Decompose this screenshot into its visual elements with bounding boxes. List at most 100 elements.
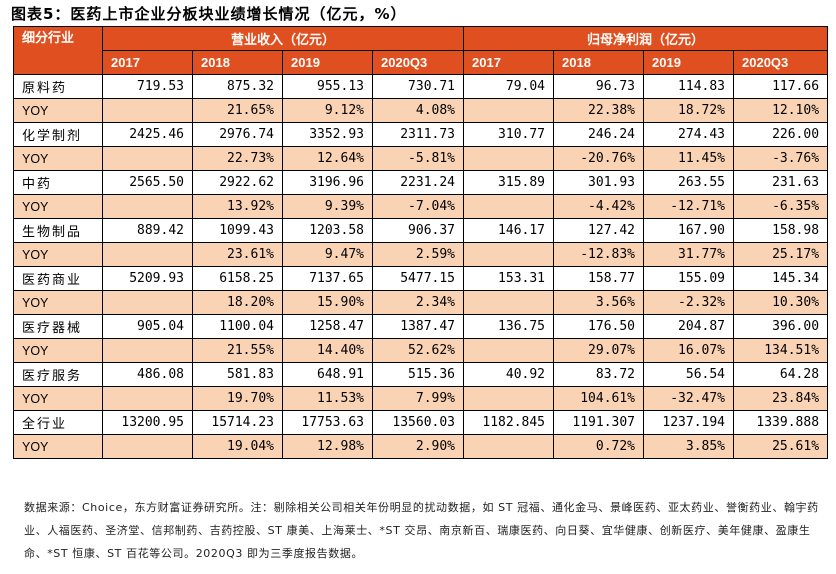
table-cell: 12.98% — [282, 434, 373, 459]
table-cell: 153.31 — [463, 266, 555, 291]
table-cell: 1339.888 — [733, 410, 829, 435]
table-cell: 955.13 — [282, 74, 373, 99]
header-group-net-profit: 归母净利润（亿元） — [463, 26, 829, 51]
table-cell — [102, 290, 193, 315]
table-cell: 1099.43 — [192, 218, 283, 243]
table-cell: 263.55 — [643, 170, 735, 195]
table-cell: 158.77 — [553, 266, 645, 291]
table-cell: 246.24 — [553, 122, 645, 147]
table-cell: 5477.15 — [371, 266, 465, 291]
table-cell: -2.32% — [643, 290, 735, 315]
table-cell: 12.64% — [282, 146, 373, 171]
table-cell: 23.61% — [192, 242, 283, 267]
header-row-years: 2017 2018 2019 2020Q3 2017 2018 2019 202… — [14, 50, 829, 75]
table-cell: -32.47% — [643, 386, 735, 411]
header-sector: 细分行业 — [13, 26, 103, 75]
table-cell: 15.90% — [282, 290, 373, 315]
table-cell: 3352.93 — [282, 122, 373, 147]
header-year: 2020Q3 — [371, 50, 465, 75]
table-row: 医疗服务 486.08 581.83 648.91 515.36 40.92 83.72 56… — [13, 362, 829, 387]
table-cell: 5209.93 — [102, 266, 193, 291]
table-cell: 396.00 — [733, 314, 829, 339]
table-cell: 14.40% — [282, 338, 373, 363]
header-year: 2018 — [192, 50, 283, 75]
table-cell: 2.34% — [371, 290, 465, 315]
table-cell: 515.36 — [371, 362, 465, 387]
table-cell: 134.51% — [733, 338, 829, 363]
table-row-yoy: YOY 22.73% 12.64% -5.81% -20.76% 11.45% -3.76% — [13, 146, 829, 171]
table-cell — [102, 194, 193, 219]
sector-growth-table: 细分行业 营业收入（亿元） 归母净利润（亿元） 2017 2018 2019 2… — [13, 26, 829, 459]
table-cell: 231.63 — [733, 170, 829, 195]
table-cell — [463, 146, 555, 171]
table-cell: 96.73 — [553, 74, 645, 99]
table-row-yoy: YOY 21.55% 14.40% 52.62% 29.07% 16.07% 134.51% — [13, 338, 829, 363]
table-cell: 648.91 — [282, 362, 373, 387]
table-cell — [463, 290, 555, 315]
table-row: 生物制品 889.42 1099.43 1203.58 906.37 146.17 127.… — [13, 218, 829, 243]
table-cell: 104.61% — [553, 386, 645, 411]
source-note: 数据来源：Choice，东方财富证券研究所。注：剔除相关公司相关年份明显的扰动数… — [24, 501, 819, 560]
table-cell — [102, 434, 193, 459]
table-cell: 19.04% — [192, 434, 283, 459]
table-cell: 2231.24 — [371, 170, 465, 195]
table-cell: -12.83% — [553, 242, 645, 267]
table-cell — [102, 386, 193, 411]
table-cell: 2311.73 — [371, 122, 465, 147]
table-cell: 136.75 — [463, 314, 555, 339]
table-cell: 204.87 — [643, 314, 735, 339]
table-cell — [463, 338, 555, 363]
table-cell: 19.70% — [192, 386, 283, 411]
table-cell: 155.09 — [643, 266, 735, 291]
table-cell: 158.98 — [733, 218, 829, 243]
row-label: YOY — [13, 194, 103, 219]
table-cell: 40.92 — [463, 362, 555, 387]
table-row-yoy: YOY 19.70% 11.53% 7.99% 104.61% -32.47% 23.84% — [13, 386, 829, 411]
header-year: 2018 — [553, 50, 645, 75]
row-label: 全行业 — [13, 410, 103, 435]
table-cell: 7.99% — [371, 386, 465, 411]
table-cell: 905.04 — [102, 314, 193, 339]
table-cell: -5.81% — [371, 146, 465, 171]
table-cell: 25.61% — [733, 434, 829, 459]
row-label: 医疗服务 — [13, 362, 103, 387]
row-label: YOY — [13, 338, 103, 363]
table-cell: 4.08% — [371, 98, 465, 123]
table-cell: 145.34 — [733, 266, 829, 291]
table-cell: 83.72 — [553, 362, 645, 387]
table-cell: 21.55% — [192, 338, 283, 363]
header-year: 2019 — [282, 50, 373, 75]
table-cell: 52.62% — [371, 338, 465, 363]
table-cell: -6.35% — [733, 194, 829, 219]
table-row-yoy: YOY 18.20% 15.90% 2.34% 3.56% -2.32% 10.30% — [13, 290, 829, 315]
table-cell: 176.50 — [553, 314, 645, 339]
table-cell: 22.38% — [553, 98, 645, 123]
table-row-yoy: YOY 19.04% 12.98% 2.90% 0.72% 3.85% 25.61% — [13, 434, 829, 459]
table-cell: 486.08 — [102, 362, 193, 387]
table-cell: -3.76% — [733, 146, 829, 171]
table-cell: 29.07% — [553, 338, 645, 363]
table-cell: 875.32 — [192, 74, 283, 99]
table-cell: 226.00 — [733, 122, 829, 147]
table-cell: 315.89 — [463, 170, 555, 195]
table-row: 原料药 719.53 875.32 955.13 730.71 79.04 96.73 114… — [13, 74, 829, 99]
table-cell: 1387.47 — [371, 314, 465, 339]
table-cell — [463, 98, 555, 123]
header-year: 2017 — [463, 50, 555, 75]
table-row-yoy: YOY 23.61% 9.47% 2.59% -12.83% 31.77% 25.17% — [13, 242, 829, 267]
row-label: YOY — [13, 290, 103, 315]
table-cell: 10.30% — [733, 290, 829, 315]
row-label: 医疗器械 — [13, 314, 103, 339]
table-cell — [463, 194, 555, 219]
table-cell: 31.77% — [643, 242, 735, 267]
table-row: 医疗器械 905.04 1100.04 1258.47 1387.47 136.75 176… — [13, 314, 829, 339]
table-cell — [463, 434, 555, 459]
table-cell: 1191.307 — [553, 410, 645, 435]
table-cell: 117.66 — [733, 74, 829, 99]
table-cell: -12.71% — [643, 194, 735, 219]
table-cell: 64.28 — [733, 362, 829, 387]
header-row-groups: 细分行业 营业收入（亿元） 归母净利润（亿元） — [13, 26, 829, 75]
row-label: 中药 — [13, 170, 103, 195]
table-cell: 12.10% — [733, 98, 829, 123]
table-cell — [102, 98, 193, 123]
